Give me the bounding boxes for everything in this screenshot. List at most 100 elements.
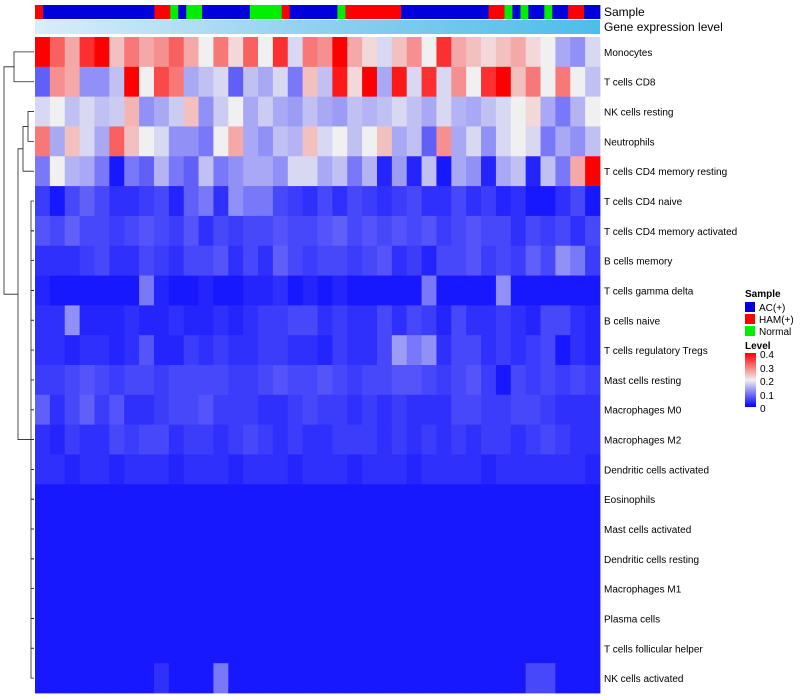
heatmap-cell xyxy=(287,96,304,127)
sample-annotation-cell xyxy=(416,5,426,19)
heatmap-cell xyxy=(287,573,304,604)
heatmap-cell xyxy=(139,37,155,68)
heatmap-cell xyxy=(109,156,125,187)
heatmap-cell xyxy=(540,275,556,306)
heatmap-cell xyxy=(376,96,393,127)
heatmap-cell xyxy=(317,633,333,664)
heatmap-cell xyxy=(421,66,437,98)
heatmap-cell xyxy=(272,37,289,68)
heatmap-cell xyxy=(466,365,482,396)
dendrogram-branch xyxy=(13,51,34,83)
heatmap-cell xyxy=(376,365,393,396)
heatmap-cell xyxy=(124,37,140,68)
heatmap-cell xyxy=(540,663,556,694)
heatmap-cell xyxy=(317,454,333,485)
heatmap-cell xyxy=(525,156,541,187)
heatmap-cell xyxy=(421,394,437,426)
heatmap-cell xyxy=(585,424,601,455)
heatmap-cell xyxy=(347,394,363,426)
heatmap-cell xyxy=(466,245,482,276)
heatmap-cell xyxy=(183,126,199,157)
heatmap-cell xyxy=(376,484,393,515)
heatmap-cell xyxy=(376,394,393,426)
heatmap-cell xyxy=(228,514,244,545)
heatmap-cell xyxy=(570,156,586,187)
level-color-bar xyxy=(745,353,756,407)
heatmap-cell xyxy=(451,37,467,68)
heatmap-cell xyxy=(481,305,497,336)
heatmap-cell xyxy=(421,484,437,515)
heatmap-cell xyxy=(481,245,497,276)
heatmap-cell xyxy=(302,335,318,366)
sample-annotation-cell xyxy=(146,5,155,19)
heatmap-cell xyxy=(317,37,333,68)
heatmap-cell xyxy=(436,514,452,545)
heatmap-cell xyxy=(109,484,125,515)
sample-annotation-cell xyxy=(130,5,139,19)
sample-annotation-cell xyxy=(592,5,601,19)
heatmap-cell xyxy=(35,37,51,68)
heatmap-cell xyxy=(376,156,393,187)
heatmap-cell xyxy=(347,245,363,276)
heatmap-cell xyxy=(153,484,170,515)
heatmap-cell xyxy=(35,305,51,336)
heatmap-cell xyxy=(332,275,348,306)
heatmap-cell xyxy=(168,663,185,694)
heatmap-cell xyxy=(332,573,348,604)
heatmap-cell xyxy=(376,66,393,98)
row-label: Neutrophils xyxy=(604,137,655,148)
heatmap-cell xyxy=(570,394,586,426)
heatmap-cell xyxy=(436,275,452,306)
heatmap-cell xyxy=(421,633,437,664)
heatmap-cell xyxy=(35,335,51,366)
heatmap-cell xyxy=(317,156,333,187)
heatmap-cell xyxy=(94,394,110,426)
heatmap-cell xyxy=(347,156,363,187)
heatmap-cell xyxy=(436,543,452,575)
heatmap-cell xyxy=(317,126,333,157)
heatmap-cell xyxy=(362,186,378,217)
heatmap-cell xyxy=(302,424,318,455)
heatmap-cell xyxy=(49,215,66,247)
heatmap-cell xyxy=(332,484,348,515)
heatmap-cell xyxy=(555,603,571,634)
heatmap-cell xyxy=(228,633,244,664)
heatmap-cell xyxy=(585,365,601,396)
heatmap-cell xyxy=(510,573,527,604)
heatmap-cell xyxy=(139,335,155,366)
heatmap-cell xyxy=(287,394,304,426)
heatmap-cell xyxy=(481,454,497,485)
heatmap-cell xyxy=(139,305,155,336)
heatmap-cell xyxy=(376,573,393,604)
heatmap-cell xyxy=(198,245,214,276)
heatmap-cell xyxy=(317,96,333,127)
heatmap-cell xyxy=(243,424,259,455)
heatmap-cell xyxy=(168,424,185,455)
heatmap-cell xyxy=(436,335,452,366)
row-label: Dendritic cells resting xyxy=(604,555,699,566)
heatmap-cell xyxy=(183,424,199,455)
heatmap-cell xyxy=(451,394,467,426)
heatmap-cell xyxy=(481,156,497,187)
heatmap-cell xyxy=(332,186,348,217)
heatmap-cell xyxy=(376,424,393,455)
heatmap-cell xyxy=(213,186,229,217)
heatmap-cell xyxy=(64,514,81,545)
heatmap-cell xyxy=(64,365,81,396)
heatmap-cell xyxy=(49,96,66,127)
heatmap-cell xyxy=(510,365,527,396)
heatmap-cell xyxy=(213,126,229,157)
heatmap-cell xyxy=(362,126,378,157)
heatmap-cell xyxy=(510,186,527,217)
heatmap-cell xyxy=(332,215,348,247)
heatmap-cell xyxy=(510,663,527,694)
heatmap-cell xyxy=(124,305,140,336)
heatmap-cell xyxy=(124,484,140,515)
heatmap-cell xyxy=(94,573,110,604)
heatmap-cell xyxy=(228,365,244,396)
heatmap-cell xyxy=(272,514,289,545)
heatmap-cell xyxy=(124,543,140,575)
heatmap-cell xyxy=(555,543,571,575)
heatmap-cell xyxy=(272,96,289,127)
